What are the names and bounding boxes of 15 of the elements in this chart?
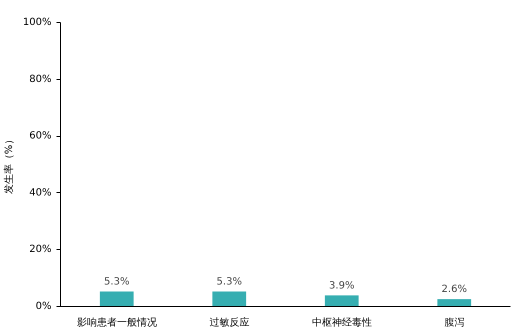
y-axis-title: 发生率（%） <box>2 134 15 194</box>
x-tick-label: 影响患者一般情况 <box>76 316 157 328</box>
y-tick-label: 100% <box>22 17 52 28</box>
x-tick-label: 腹泻 <box>444 316 464 328</box>
y-tick-label: 20% <box>29 244 52 256</box>
data-label: 3.9% <box>329 280 354 292</box>
data-label: 2.6% <box>442 284 467 296</box>
y-tick-label: 0% <box>36 301 52 312</box>
x-tick-label: 过敏反应 <box>209 316 250 328</box>
x-tick-label: 中枢神经毒性 <box>312 316 372 328</box>
data-label: 5.3% <box>216 276 242 288</box>
data-label: 5.3% <box>104 276 130 288</box>
y-tick-label: 40% <box>29 187 52 198</box>
y-tick-label: 80% <box>29 74 52 85</box>
y-tick-label: 60% <box>29 130 52 142</box>
